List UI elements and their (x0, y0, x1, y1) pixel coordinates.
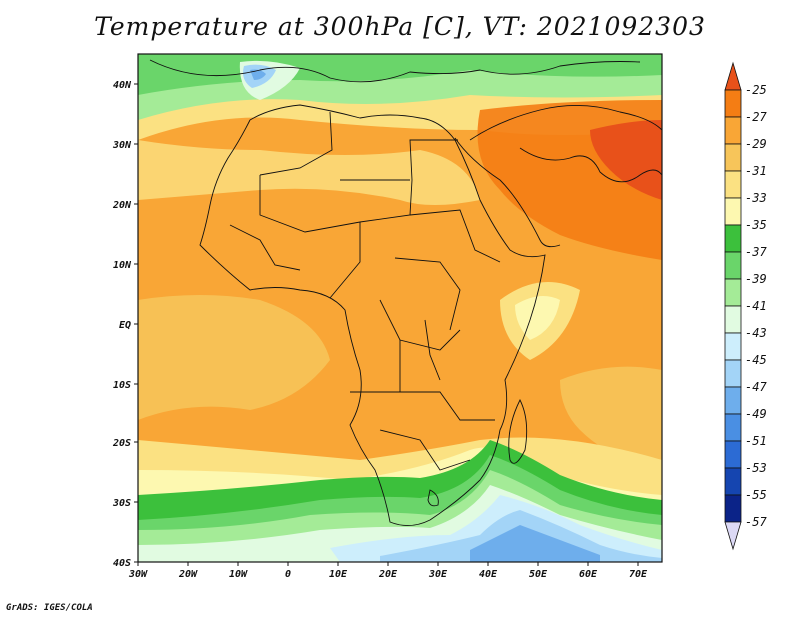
colorbar-swatch (724, 116, 742, 145)
credit-text: GrADS: IGES/COLA (6, 603, 93, 613)
colorbar-label: -47 (745, 380, 767, 394)
lat-label: 40N (113, 80, 132, 91)
colorbar-swatch (724, 305, 742, 334)
colorbar-label: -49 (745, 407, 767, 421)
lon-label: 10E (329, 569, 348, 580)
colorbar-swatch (724, 440, 742, 469)
lon-label: 0 (285, 569, 291, 580)
colorbar-swatch (724, 413, 742, 442)
map-title: Temperature at 300hPa [C], VT: 202109230… (94, 12, 706, 41)
colorbar-label: -39 (745, 272, 767, 286)
lat-label: 20S (112, 438, 131, 449)
colorbar-labels: -25 -27 -29 -31 -33 -35 -37 -39 -41 -43 … (745, 83, 767, 529)
lat-label: 40S (113, 558, 131, 569)
axis-ticks (134, 83, 639, 566)
temperature-field (138, 54, 662, 562)
colorbar-swatch (724, 467, 742, 496)
lon-label: 30E (428, 569, 448, 580)
colorbar-label: -31 (745, 164, 767, 178)
colorbar-swatch (724, 251, 742, 280)
lon-label: 10W (229, 569, 248, 580)
colorbar (724, 61, 742, 551)
colorbar-label: -35 (745, 218, 767, 232)
colorbar-label: -27 (745, 110, 767, 124)
colorbar-swatch (724, 89, 742, 118)
colorbar-swatch (724, 197, 742, 226)
colorbar-swatch (724, 359, 742, 388)
lat-label: 10S (113, 380, 131, 391)
colorbar-label: -37 (745, 245, 767, 259)
colorbar-label: -25 (745, 83, 767, 97)
colorbar-top-arrow (724, 61, 742, 91)
lon-label: 30W (128, 569, 148, 580)
lon-label: 60E (579, 569, 598, 580)
lon-label: 50E (529, 569, 548, 580)
colorbar-label: -45 (745, 353, 767, 367)
colorbar-label: -55 (745, 488, 767, 502)
lon-label: 70E (629, 569, 648, 580)
colorbar-label: -41 (745, 299, 767, 313)
colorbar-swatch (724, 278, 742, 307)
lat-label: 20N (112, 200, 132, 211)
lon-label: 20W (178, 569, 198, 580)
map-frame (137, 53, 663, 563)
colorbar-label: -57 (745, 515, 767, 529)
colorbar-label: -33 (745, 191, 767, 205)
colorbar-swatch (724, 224, 742, 253)
colorbar-label: -51 (745, 434, 767, 448)
colorbar-swatch (724, 386, 742, 415)
lat-label: EQ (119, 320, 131, 331)
country-borders (149, 59, 662, 526)
lat-label: 30N (112, 140, 132, 151)
colorbar-label: -29 (745, 137, 767, 151)
lon-label: 20E (378, 569, 398, 580)
colorbar-label: -43 (745, 326, 767, 340)
lon-label: 40E (479, 569, 498, 580)
colorbar-swatch (724, 170, 742, 199)
colorbar-swatch (724, 494, 742, 523)
colorbar-swatch (724, 332, 742, 361)
colorbar-bottom-arrow (724, 521, 742, 551)
colorbar-label: -53 (745, 461, 767, 475)
colorbar-swatch (724, 143, 742, 172)
lat-label: 30S (112, 498, 131, 509)
lat-label: 10N (113, 260, 132, 271)
